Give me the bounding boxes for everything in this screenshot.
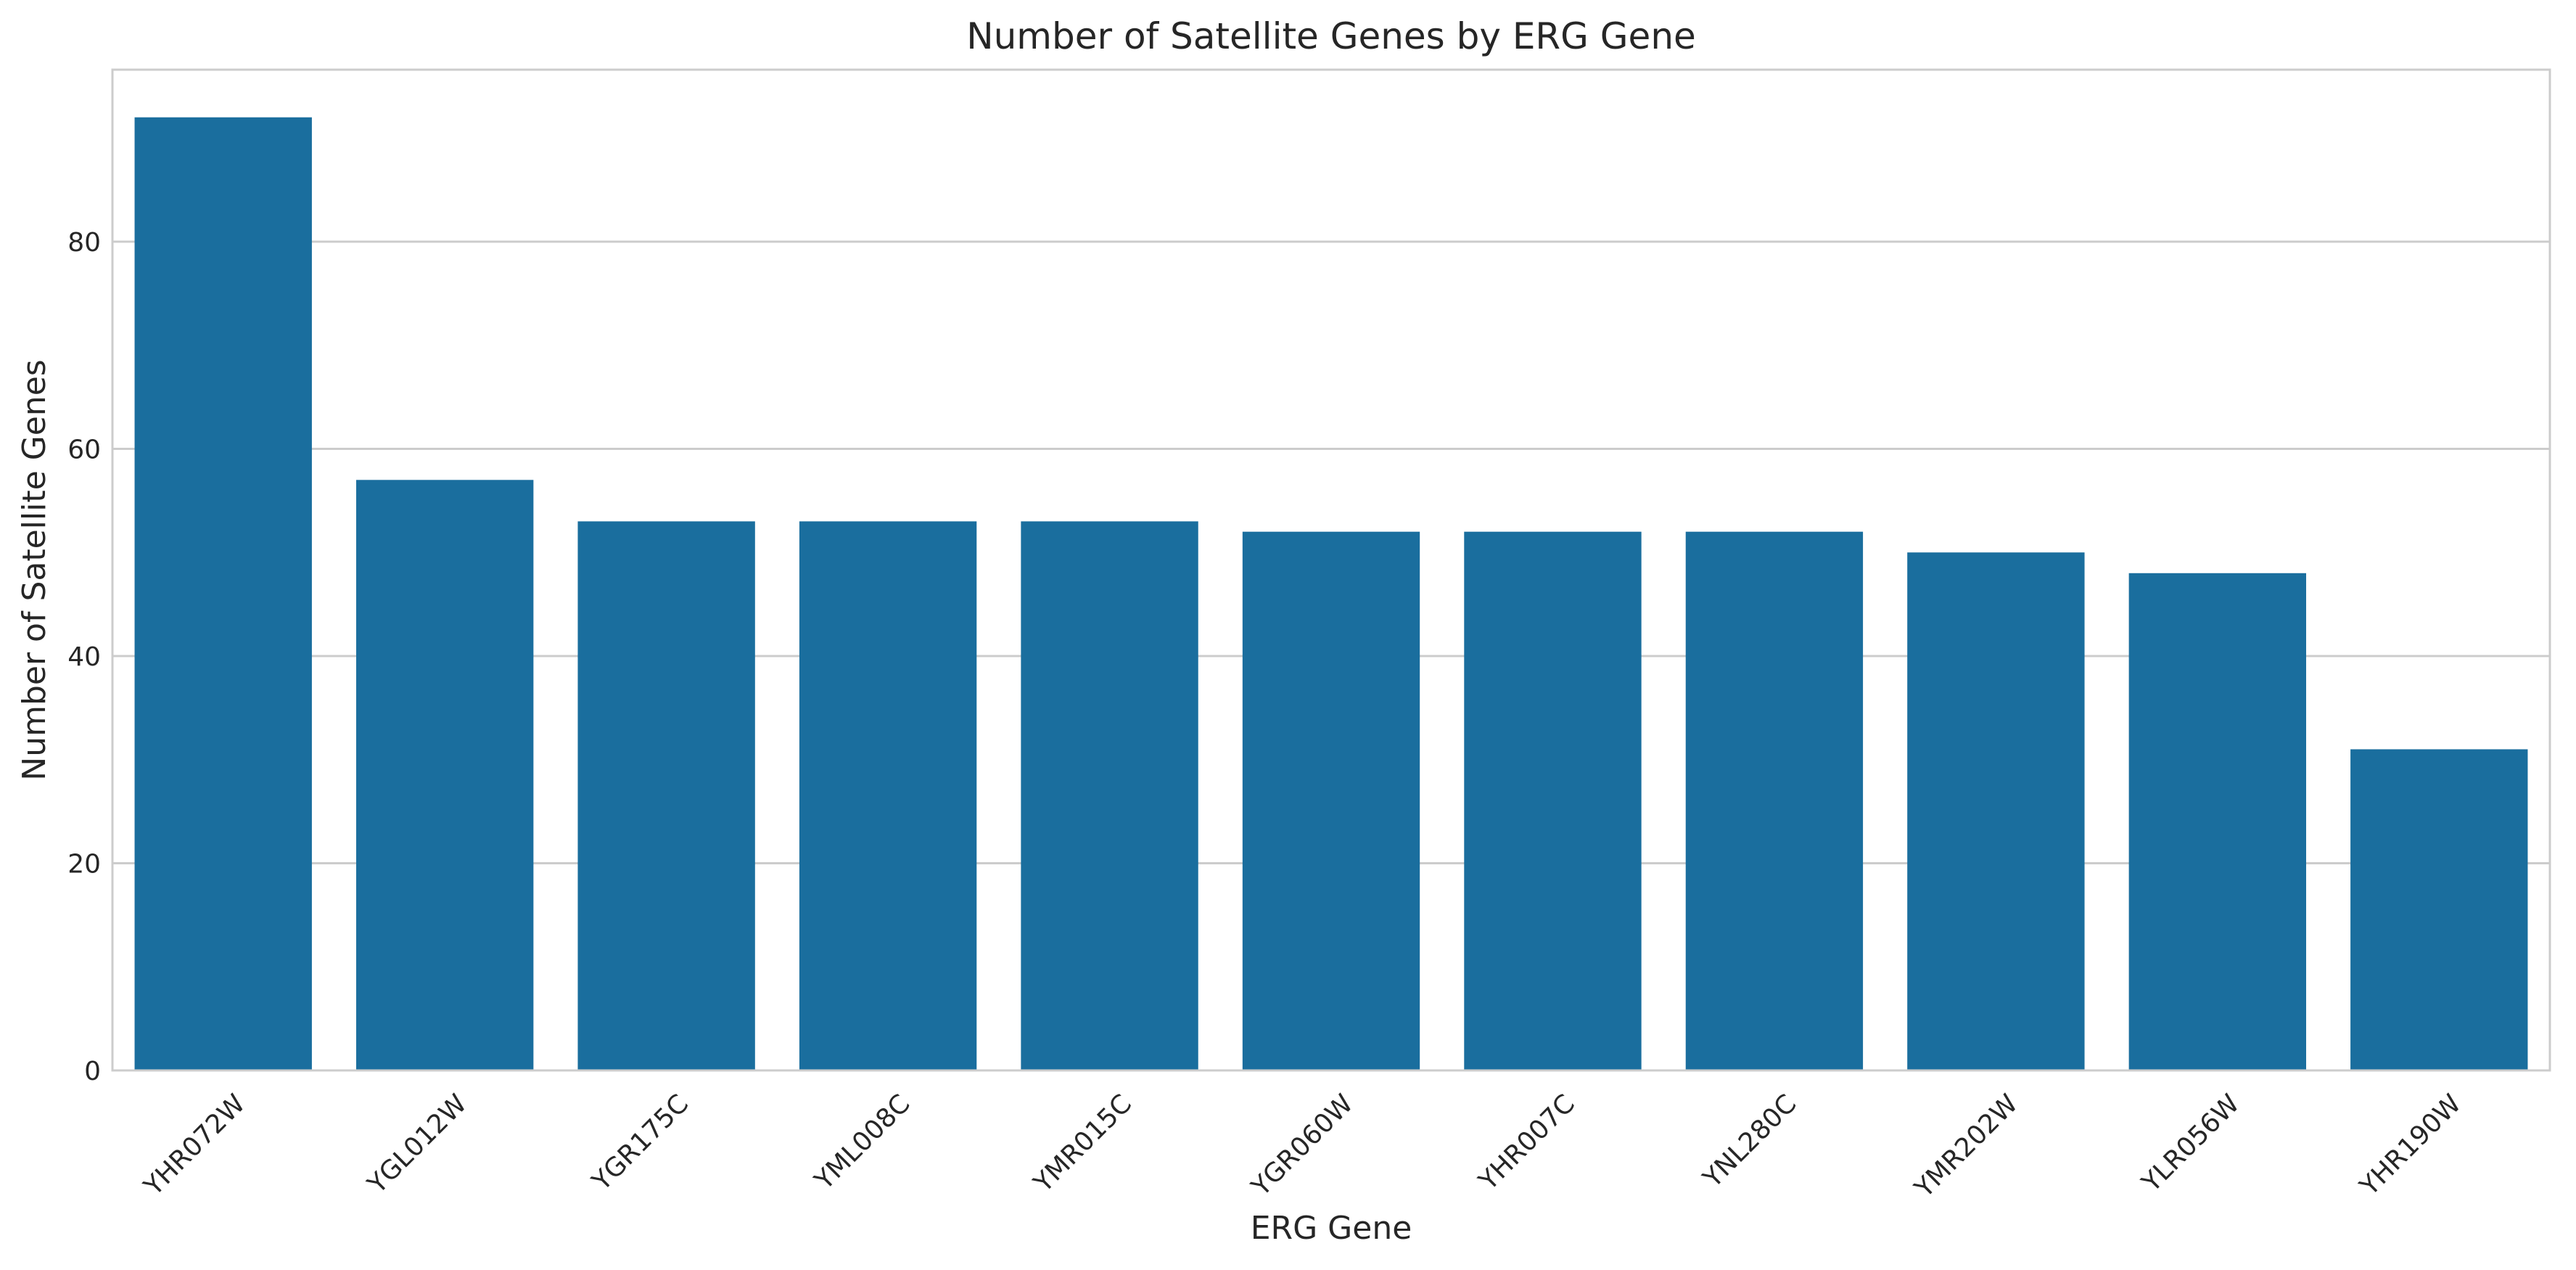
bars (134, 117, 2528, 1071)
bar (1907, 552, 2085, 1070)
bar (134, 117, 312, 1071)
x-tick-label: YGR175C (586, 1089, 694, 1197)
y-axis-label: Number of Satellite Genes (16, 359, 53, 780)
x-tick-label: YGL012W (362, 1089, 473, 1200)
x-tick-label: YMR015C (1028, 1089, 1137, 1198)
y-tick-labels: 0 20 40 60 80 (67, 228, 101, 1086)
x-tick-label: YHR072W (138, 1089, 251, 1202)
bar (2128, 573, 2306, 1070)
x-tick-label: YGR060W (1246, 1089, 1359, 1202)
x-axis-label: ERG Gene (1251, 1210, 1412, 1247)
y-tick-label: 40 (67, 642, 101, 672)
chart-title: Number of Satellite Genes by ERG Gene (966, 15, 1696, 57)
x-tick-labels: YHR072W YGL012W YGR175C YML008C YMR015C YGR06… (138, 1089, 2466, 1204)
bar (799, 521, 977, 1070)
plot-frame (111, 68, 2551, 1072)
x-tick-label: YNL280C (1698, 1089, 1803, 1194)
bar (1464, 531, 1642, 1070)
bar (1685, 531, 1864, 1070)
x-tick-label: YML008C (809, 1089, 916, 1196)
y-tick-label: 80 (67, 228, 101, 258)
bar (2350, 749, 2528, 1070)
x-tick-label: YLR056W (2136, 1089, 2245, 1198)
bar (1242, 531, 1420, 1070)
y-tick-label: 20 (67, 849, 101, 879)
x-tick-label: YHR190W (2354, 1089, 2467, 1202)
y-tick-label: 0 (84, 1057, 101, 1086)
x-tick-label: YHR007C (1473, 1089, 1580, 1196)
x-tick-label: YMR202W (1909, 1089, 2024, 1204)
bar (577, 521, 755, 1070)
y-tick-label: 60 (67, 435, 101, 464)
bar (1021, 521, 1198, 1070)
bar (356, 480, 534, 1070)
